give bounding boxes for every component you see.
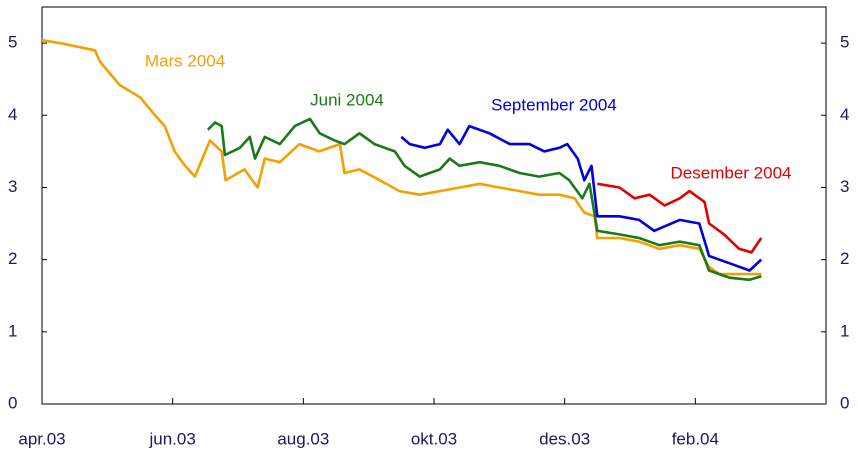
y2-tick-label: 3 xyxy=(840,177,849,196)
series-line xyxy=(41,38,762,276)
y2-tick-label: 1 xyxy=(840,321,849,340)
y-tick-label: 5 xyxy=(8,33,17,52)
x-tick-label: aug.03 xyxy=(277,429,329,448)
y2-tick-label: 4 xyxy=(840,105,849,124)
y2-tick-label: 5 xyxy=(840,33,849,52)
y2-tick-label: 0 xyxy=(840,393,849,412)
series-label: Mars 2004 xyxy=(145,51,225,70)
series-line xyxy=(597,182,763,254)
x-tick-label: apr.03 xyxy=(18,429,65,448)
y-tick-label: 2 xyxy=(8,249,17,268)
series-line xyxy=(206,117,762,282)
y-tick-label: 4 xyxy=(8,105,17,124)
y-tick-label: 0 xyxy=(8,393,17,412)
series-line xyxy=(400,124,763,272)
x-tick-label: okt.03 xyxy=(411,429,457,448)
y2-tick-label: 2 xyxy=(840,249,849,268)
series-label: Juni 2004 xyxy=(310,90,384,109)
x-tick-label: des.03 xyxy=(539,429,590,448)
x-tick-label: feb.04 xyxy=(672,429,719,448)
series-label: Desember 2004 xyxy=(671,163,792,182)
y-tick-label: 1 xyxy=(8,321,17,340)
y-tick-label: 3 xyxy=(8,177,17,196)
series-label: September 2004 xyxy=(491,95,617,114)
x-tick-label: jun.03 xyxy=(149,429,196,448)
